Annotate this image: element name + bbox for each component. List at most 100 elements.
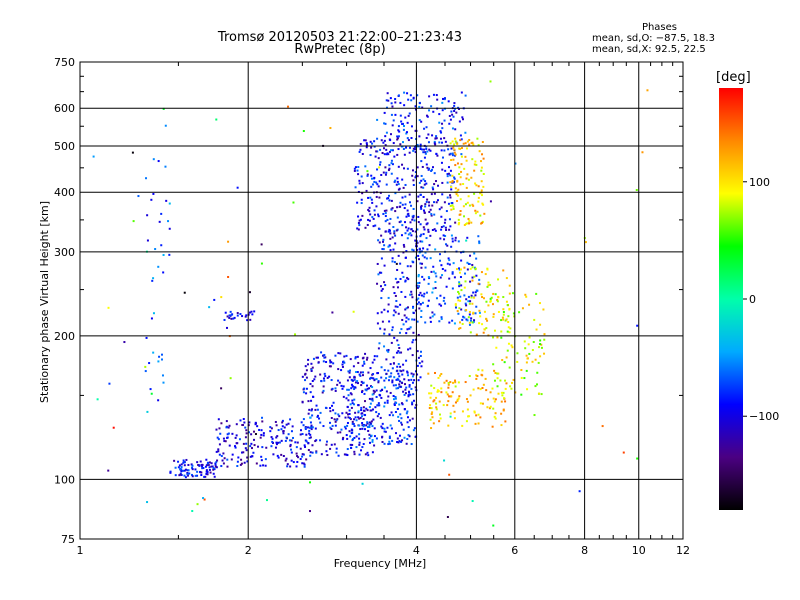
data-point bbox=[410, 137, 413, 140]
data-point bbox=[403, 245, 406, 248]
data-point bbox=[245, 432, 248, 435]
data-point bbox=[493, 415, 496, 418]
data-point bbox=[496, 298, 499, 301]
data-point bbox=[432, 110, 435, 113]
data-point bbox=[476, 375, 479, 378]
data-point bbox=[416, 200, 419, 203]
data-point bbox=[434, 248, 437, 251]
data-point bbox=[384, 122, 387, 125]
data-point bbox=[205, 469, 208, 472]
data-point bbox=[210, 462, 213, 465]
data-point bbox=[275, 443, 278, 446]
data-point bbox=[397, 129, 400, 132]
data-point bbox=[416, 143, 419, 146]
data-point bbox=[360, 406, 363, 409]
data-point bbox=[145, 336, 148, 339]
data-point bbox=[383, 386, 386, 389]
data-point bbox=[269, 426, 272, 429]
data-point bbox=[463, 215, 466, 218]
data-point bbox=[380, 234, 383, 237]
data-point bbox=[137, 195, 140, 198]
data-point bbox=[356, 227, 359, 230]
data-point bbox=[394, 294, 397, 297]
data-point bbox=[438, 121, 441, 124]
data-point bbox=[477, 387, 480, 390]
data-point bbox=[409, 293, 412, 296]
data-point bbox=[414, 171, 417, 174]
data-point bbox=[222, 462, 225, 465]
data-point bbox=[236, 312, 239, 315]
data-point bbox=[449, 381, 452, 384]
data-point bbox=[443, 97, 446, 100]
data-point bbox=[363, 423, 366, 426]
data-point bbox=[454, 153, 457, 156]
data-point bbox=[353, 378, 356, 381]
data-point bbox=[455, 193, 458, 196]
data-point bbox=[405, 250, 408, 253]
data-point bbox=[339, 352, 342, 355]
data-point bbox=[433, 140, 436, 143]
data-point bbox=[384, 212, 387, 215]
data-point bbox=[476, 210, 479, 213]
data-point bbox=[468, 262, 471, 265]
data-point bbox=[180, 466, 183, 469]
data-point bbox=[390, 149, 393, 152]
data-point bbox=[369, 196, 372, 199]
data-point bbox=[501, 394, 504, 397]
data-point bbox=[365, 143, 368, 146]
data-point bbox=[434, 272, 437, 275]
data-point bbox=[376, 118, 379, 121]
data-point bbox=[362, 356, 365, 359]
data-point bbox=[373, 180, 376, 183]
data-point bbox=[334, 424, 337, 427]
data-point bbox=[504, 420, 507, 423]
data-point bbox=[346, 437, 349, 440]
data-point bbox=[436, 390, 439, 393]
data-point bbox=[335, 447, 338, 450]
data-point bbox=[444, 107, 447, 110]
data-point bbox=[430, 392, 433, 395]
data-point bbox=[465, 177, 468, 180]
data-point bbox=[490, 296, 493, 299]
data-point bbox=[466, 140, 469, 143]
data-point bbox=[236, 465, 239, 468]
data-point bbox=[261, 420, 264, 423]
data-point bbox=[424, 218, 427, 221]
data-point bbox=[443, 98, 446, 101]
data-point bbox=[371, 408, 374, 411]
data-point bbox=[196, 461, 199, 464]
data-point bbox=[331, 387, 334, 390]
data-point bbox=[431, 168, 434, 171]
data-point bbox=[329, 407, 332, 410]
data-point bbox=[403, 393, 406, 396]
data-point bbox=[440, 387, 443, 390]
data-point bbox=[299, 429, 302, 432]
data-point bbox=[411, 341, 414, 344]
data-point bbox=[177, 466, 180, 469]
data-point bbox=[320, 453, 323, 456]
data-point bbox=[406, 167, 409, 170]
data-point bbox=[372, 377, 375, 380]
data-point bbox=[450, 234, 453, 237]
data-point bbox=[451, 202, 454, 205]
data-point bbox=[303, 444, 306, 447]
data-point bbox=[458, 107, 461, 110]
data-point bbox=[383, 332, 386, 335]
data-point bbox=[480, 271, 483, 274]
data-point bbox=[489, 299, 492, 302]
data-point bbox=[535, 292, 538, 295]
data-point bbox=[338, 415, 341, 418]
data-point bbox=[325, 361, 328, 364]
data-point bbox=[433, 371, 436, 374]
data-point bbox=[447, 383, 450, 386]
data-point bbox=[394, 311, 397, 314]
data-point bbox=[248, 291, 251, 294]
data-point bbox=[441, 109, 444, 112]
data-point bbox=[157, 160, 160, 163]
data-point bbox=[438, 320, 441, 323]
data-point bbox=[372, 217, 375, 220]
data-point bbox=[365, 424, 368, 427]
data-point bbox=[402, 428, 405, 431]
data-point bbox=[370, 434, 373, 437]
